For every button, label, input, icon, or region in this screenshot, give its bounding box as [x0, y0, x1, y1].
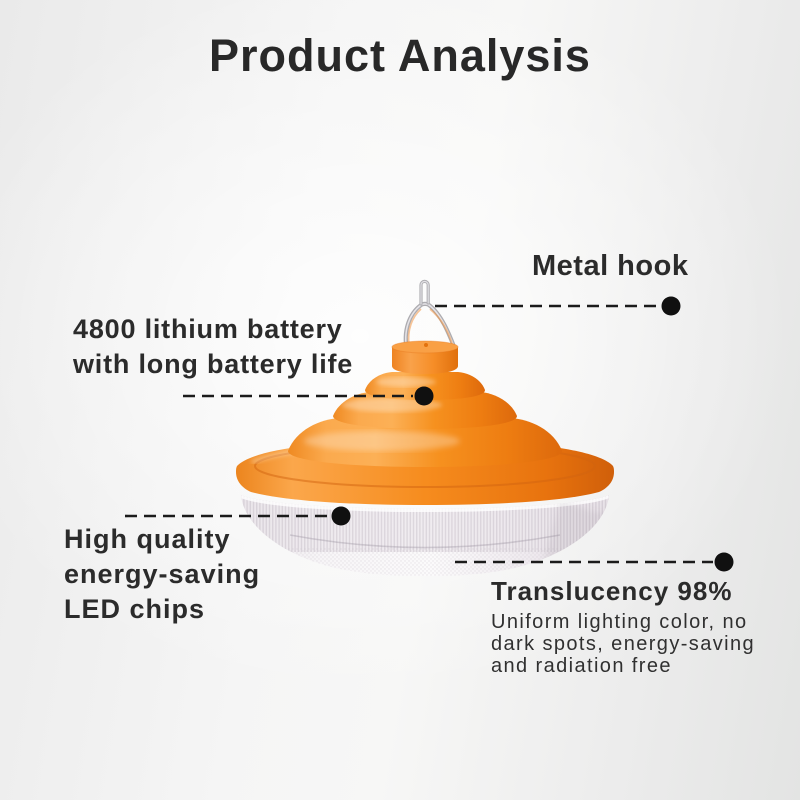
hook-loop-orange-reflection-left [407, 308, 422, 346]
callout-label-translucency-desc: Uniform lighting color, no dark spots, e… [491, 611, 755, 677]
callout-dot-battery [414, 386, 434, 406]
knob-top [391, 340, 459, 354]
hook-hairpin [419, 279, 430, 306]
knob-top-dot [424, 343, 428, 347]
callout-label-led-chips: High quality energy-saving LED chips [64, 522, 260, 627]
battery-line-2: with long battery life [73, 349, 354, 379]
callout-dots [331, 296, 734, 572]
callout-lines [125, 304, 713, 564]
callout-dot-translucency [714, 552, 734, 572]
led-line-1: High quality [64, 524, 231, 554]
diffuser-lens-edge [289, 534, 561, 549]
lamp-dome [288, 372, 562, 467]
callout-dot-led-chips [331, 506, 351, 526]
callout-label-translucency-heading: Translucency 98% [491, 576, 733, 606]
lamp-knob [391, 340, 459, 374]
callout-label-battery: 4800 lithium battery with long battery l… [73, 312, 353, 382]
callout-label-metal-hook: Metal hook [532, 250, 689, 282]
led-line-2: energy-saving [64, 559, 261, 589]
translucency-desc-line-1: Uniform lighting color, no [491, 611, 748, 633]
led-line-3: LED chips [64, 594, 206, 624]
battery-line-1: 4800 lithium battery [73, 314, 343, 344]
dome-tier-3-highlight [304, 431, 460, 451]
page-title: Product Analysis [209, 30, 591, 81]
hook-loop-orange-reflection-right [429, 308, 454, 348]
dome-tier-1-highlight [376, 377, 436, 387]
callout-dot-metal-hook [661, 296, 681, 316]
metal-hook-graphic [403, 279, 459, 355]
diffuser-top-highlight [241, 495, 609, 513]
translucency-desc-line-2: dark spots, energy-saving [491, 633, 756, 655]
translucency-desc-line-3: and radiation free [491, 655, 672, 677]
hook-hairpin-highlight [420, 280, 429, 305]
